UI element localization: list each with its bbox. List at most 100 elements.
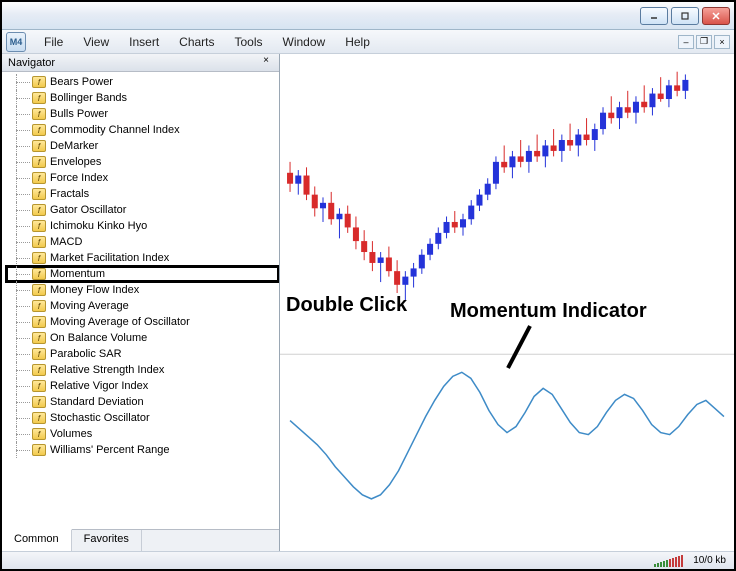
indicator-label: Moving Average of Oscillator (50, 316, 190, 328)
menu-insert[interactable]: Insert (119, 33, 169, 51)
function-icon: f (32, 220, 46, 232)
function-icon: f (32, 124, 46, 136)
indicator-item-ichimoku-kinko-hyo[interactable]: f Ichimoku Kinko Hyo (6, 218, 279, 234)
indicator-label: DeMarker (50, 140, 98, 152)
indicator-item-momentum[interactable]: f Momentum (6, 266, 279, 282)
indicator-item-volumes[interactable]: f Volumes (6, 426, 279, 442)
navigator-tabs: Common Favorites (2, 529, 279, 551)
indicator-item-money-flow-index[interactable]: f Money Flow Index (6, 282, 279, 298)
function-icon: f (32, 428, 46, 440)
indicator-item-relative-strength-index[interactable]: fRelative Strength Index (6, 362, 279, 378)
function-icon: f (32, 316, 46, 328)
indicator-item-commodity-channel-index[interactable]: f Commodity Channel Index (6, 122, 279, 138)
indicator-item-moving-average-of-oscillator[interactable]: f Moving Average of Oscillator (6, 314, 279, 330)
window-close-button[interactable] (702, 7, 730, 25)
function-icon: f (32, 172, 46, 184)
menu-window[interactable]: Window (273, 33, 336, 51)
indicator-item-relative-vigor-index[interactable]: f Relative Vigor Index (6, 378, 279, 394)
function-icon: f (32, 76, 46, 88)
indicator-label: On Balance Volume (50, 332, 147, 344)
app-icon: M4 (6, 32, 26, 52)
function-icon: f (32, 348, 46, 360)
indicator-item-demarker[interactable]: f DeMarker (6, 138, 279, 154)
navigator-tree[interactable]: f Bears Power f Bollinger Bands f Bulls Power… (2, 72, 279, 529)
indicator-label: Ichimoku Kinko Hyo (50, 220, 147, 232)
indicator-item-envelopes[interactable]: f Envelopes (6, 154, 279, 170)
indicator-label: Envelopes (50, 156, 101, 168)
indicator-label: Relative Vigor Index (50, 380, 148, 392)
function-icon: f (32, 188, 46, 200)
indicator-label: Stochastic Oscillator (50, 412, 150, 424)
menu-file[interactable]: File (34, 33, 73, 51)
function-icon: f (32, 284, 46, 296)
tab-favorites[interactable]: Favorites (72, 530, 142, 551)
function-icon: f (32, 268, 46, 280)
indicator-label: Parabolic SAR (50, 348, 122, 360)
indicator-item-fractals[interactable]: f Fractals (6, 186, 279, 202)
menu-charts[interactable]: Charts (169, 33, 224, 51)
function-icon: f (32, 380, 46, 392)
indicator-item-bears-power[interactable]: f Bears Power (6, 74, 279, 90)
function-icon: f (32, 332, 46, 344)
indicator-item-parabolic-sar[interactable]: f Parabolic SAR (6, 346, 279, 362)
indicator-item-on-balance-volume[interactable]: f On Balance Volume (6, 330, 279, 346)
indicator-label: MACD (50, 236, 82, 248)
indicator-item-market-facilitation-index[interactable]: f Market Facilitation Index (6, 250, 279, 266)
statusbar: 10/0 kb (2, 551, 734, 569)
mdi-close-button[interactable]: × (714, 35, 730, 49)
indicator-item-stochastic-oscillator[interactable]: f Stochastic Oscillator (6, 410, 279, 426)
window-maximize-button[interactable] (671, 7, 699, 25)
function-icon: f (32, 156, 46, 168)
function-icon: f (32, 108, 46, 120)
function-icon: f (32, 412, 46, 424)
indicator-label: Bears Power (50, 76, 113, 88)
indicator-label: Williams' Percent Range (50, 444, 169, 456)
mdi-minimize-button[interactable]: – (678, 35, 694, 49)
indicator-item-bulls-power[interactable]: f Bulls Power (6, 106, 279, 122)
function-icon: f (32, 444, 46, 456)
indicator-label: Fractals (50, 188, 89, 200)
indicator-item-macd[interactable]: f MACD (6, 234, 279, 250)
indicator-item-gator-oscillator[interactable]: f Gator Oscillator (6, 202, 279, 218)
indicator-item-bollinger-bands[interactable]: f Bollinger Bands (6, 90, 279, 106)
menu-help[interactable]: Help (335, 33, 380, 51)
function-icon: f (32, 300, 46, 312)
function-icon: f (32, 252, 46, 264)
menubar: M4 FileViewInsertChartsToolsWindowHelp –… (2, 30, 734, 54)
function-icon: f (32, 204, 46, 216)
function-icon: f (32, 364, 46, 376)
mdi-restore-button[interactable]: ❐ (696, 35, 712, 49)
indicator-label: Gator Oscillator (50, 204, 126, 216)
indicator-item-williams-percent-range[interactable]: f Williams' Percent Range (6, 442, 279, 458)
function-icon: f (32, 236, 46, 248)
indicator-item-standard-deviation[interactable]: f Standard Deviation (6, 394, 279, 410)
application-window: M4 FileViewInsertChartsToolsWindowHelp –… (0, 0, 736, 571)
window-minimize-button[interactable] (640, 7, 668, 25)
indicator-item-force-index[interactable]: f Force Index (6, 170, 279, 186)
indicator-label: Force Index (50, 172, 108, 184)
function-icon: f (32, 396, 46, 408)
menu-view[interactable]: View (73, 33, 119, 51)
indicator-label: Bollinger Bands (50, 92, 127, 104)
indicator-label: Market Facilitation Index (50, 252, 169, 264)
tab-common[interactable]: Common (2, 529, 72, 551)
navigator-close-button[interactable]: × (259, 56, 273, 70)
navigator-title: Navigator × (2, 54, 279, 72)
indicator-label: Standard Deviation (50, 396, 144, 408)
menu-tools[interactable]: Tools (225, 33, 273, 51)
function-icon: f (32, 92, 46, 104)
indicator-label: Volumes (50, 428, 92, 440)
indicator-label: Momentum (50, 268, 105, 280)
indicator-label: Money Flow Index (50, 284, 139, 296)
titlebar (2, 2, 734, 30)
traffic-label: 10/0 kb (693, 555, 726, 566)
connection-bars-icon (654, 555, 683, 567)
indicator-label: Commodity Channel Index (50, 124, 180, 136)
indicator-label: Bulls Power (50, 108, 108, 120)
chart-area[interactable] (280, 54, 734, 551)
navigator-panel: Navigator × f Bears Power f Bollinger Bands… (2, 54, 280, 551)
function-icon: f (32, 140, 46, 152)
indicator-label: Moving Average (50, 300, 129, 312)
chart-canvas (280, 54, 734, 551)
indicator-item-moving-average[interactable]: f Moving Average (6, 298, 279, 314)
